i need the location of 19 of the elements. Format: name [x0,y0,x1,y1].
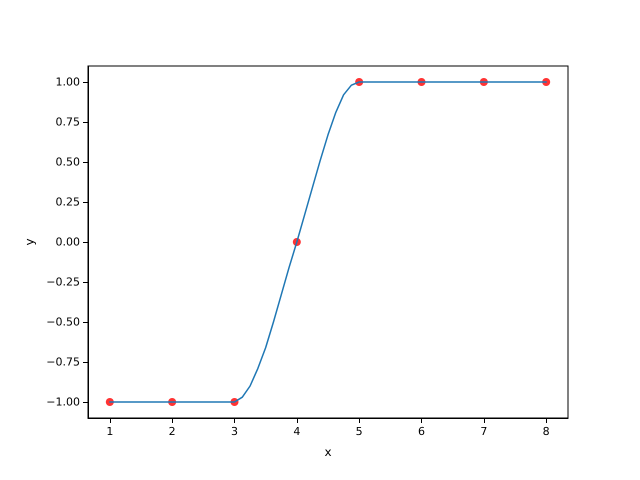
x-tick-label: 1 [106,425,114,438]
y-tick-label: 0.00 [56,236,80,248]
x-tick-label: 8 [542,425,550,438]
x-tick-label: 7 [480,425,488,438]
y-tick-label: −1.00 [46,396,80,408]
x-tick-label: 3 [230,425,238,438]
x-axis-title: x [324,445,332,459]
y-tick-label: −0.50 [46,316,80,328]
y-tick-label: 0.75 [56,116,80,128]
y-tick-label: 0.25 [56,196,80,208]
x-tick-label: 6 [418,425,426,438]
y-tick-label: 1.00 [56,76,80,88]
x-tick-label: 4 [293,425,300,438]
y-tick-label: 0.50 [56,156,80,168]
y-axis-title: y [22,238,36,246]
y-tick-label: −0.25 [46,276,80,288]
x-tick-label: 5 [356,425,363,438]
y-tick-label: −0.75 [46,356,80,368]
x-tick-label: 2 [168,425,176,438]
